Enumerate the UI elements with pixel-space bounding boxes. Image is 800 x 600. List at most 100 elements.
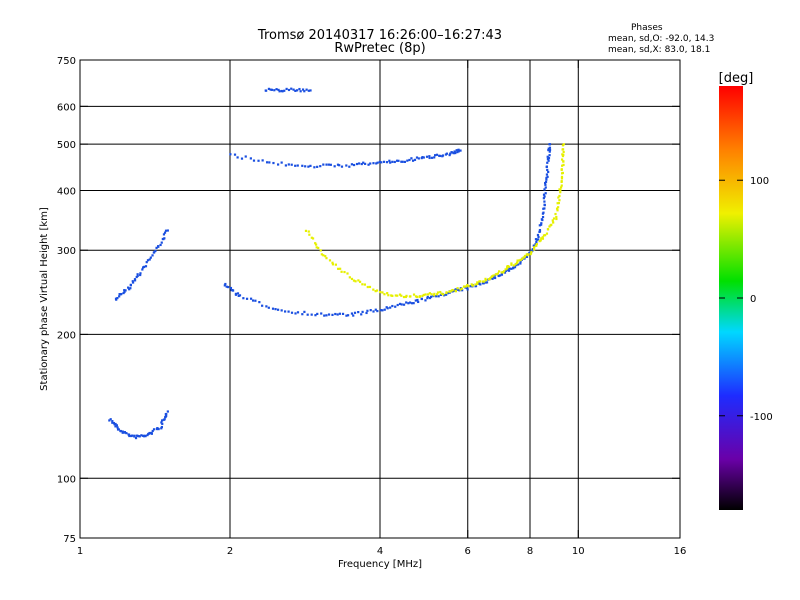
scatter-point bbox=[448, 153, 451, 157]
scatter-point bbox=[402, 295, 406, 299]
scatter-point bbox=[436, 293, 439, 296]
scatter-point bbox=[425, 155, 429, 158]
x-axis-label: Frequency [MHz] bbox=[338, 559, 422, 570]
scatter-point bbox=[304, 165, 307, 168]
scatter-point bbox=[331, 261, 334, 264]
scatter-point bbox=[426, 297, 429, 300]
scatter-point bbox=[562, 143, 565, 146]
scatter-point bbox=[546, 155, 549, 158]
y-tick-label: 500 bbox=[57, 140, 76, 151]
scatter-point bbox=[294, 89, 297, 92]
scatter-point bbox=[280, 309, 283, 312]
scatter-point bbox=[466, 284, 469, 287]
scatter-point bbox=[146, 433, 149, 437]
scatter-point bbox=[476, 282, 479, 285]
scatter-point bbox=[386, 292, 389, 295]
scatter-point bbox=[272, 161, 275, 165]
scatter-point bbox=[554, 212, 557, 216]
scatter-point bbox=[559, 191, 562, 194]
scatter-point bbox=[366, 285, 369, 289]
scatter-point bbox=[229, 153, 232, 156]
scatter-point bbox=[556, 209, 559, 212]
scatter-point bbox=[163, 418, 166, 421]
scatter-point bbox=[412, 293, 416, 296]
scatter-point bbox=[160, 241, 163, 244]
scatter-point bbox=[271, 307, 275, 310]
scatter-point bbox=[433, 292, 436, 295]
scatter-point bbox=[380, 161, 383, 164]
scatter-point bbox=[531, 249, 534, 252]
scatter-point bbox=[369, 309, 372, 312]
scatter-point bbox=[352, 314, 355, 317]
scatter-point bbox=[268, 161, 271, 164]
scatter-point bbox=[328, 259, 332, 262]
scatter-point bbox=[381, 309, 384, 312]
scatter-point bbox=[544, 181, 547, 185]
scatter-point bbox=[275, 88, 278, 91]
scatter-point bbox=[561, 154, 565, 158]
scatter-point bbox=[542, 234, 546, 237]
scatter-point bbox=[145, 261, 148, 264]
scatter-point bbox=[114, 425, 117, 428]
scatter-point bbox=[457, 148, 460, 151]
scatter-point bbox=[388, 159, 391, 162]
scatter-point bbox=[507, 265, 511, 268]
scatter-point bbox=[166, 229, 169, 232]
scatter-point bbox=[290, 163, 293, 166]
scatter-point bbox=[160, 427, 163, 430]
scatter-point bbox=[507, 269, 511, 272]
scatter-point bbox=[541, 237, 545, 240]
chart-title: Tromsø 20140317 16:26:00–16:27:43 bbox=[257, 28, 503, 43]
scatter-point bbox=[354, 280, 357, 283]
scatter-point bbox=[116, 296, 119, 300]
scatter-point bbox=[308, 233, 311, 236]
scatter-point bbox=[128, 433, 131, 436]
x-tick-label: 6 bbox=[465, 546, 471, 557]
scatter-point bbox=[357, 279, 360, 282]
scatter-point bbox=[114, 422, 117, 426]
scatter-point bbox=[301, 164, 304, 167]
scatter-point bbox=[519, 262, 522, 265]
scatter-point bbox=[555, 207, 559, 210]
scatter-point bbox=[131, 281, 135, 284]
scatter-point bbox=[292, 88, 295, 91]
scatter-point bbox=[547, 156, 550, 160]
scatter-point bbox=[545, 176, 548, 179]
scatter-point bbox=[479, 280, 482, 283]
scatter-point bbox=[252, 159, 256, 162]
scatter-point bbox=[555, 217, 558, 221]
y-tick-label: 750 bbox=[57, 56, 76, 67]
scatter-point bbox=[442, 293, 445, 296]
scatter-point bbox=[548, 154, 551, 157]
phase-stats-o-mode: mean, sd,O: -92.0, 14.3 bbox=[608, 34, 715, 44]
scatter-point bbox=[225, 285, 228, 288]
scatter-point bbox=[265, 161, 269, 164]
x-tick-label: 8 bbox=[527, 546, 533, 557]
scatter-point bbox=[148, 258, 151, 261]
scatter-point bbox=[457, 150, 460, 153]
scatter-point bbox=[550, 223, 553, 226]
scatter-point bbox=[543, 195, 546, 198]
scatter-point bbox=[133, 279, 137, 282]
scatter-point bbox=[383, 308, 386, 311]
scatter-point bbox=[535, 243, 539, 246]
scatter-point bbox=[537, 238, 540, 241]
scatter-point bbox=[543, 200, 546, 203]
scatter-point bbox=[331, 313, 334, 316]
scatter-point bbox=[484, 279, 487, 282]
y-axis-label: Stationary phase Virtual Height [km] bbox=[39, 207, 50, 391]
scatter-point bbox=[234, 293, 238, 296]
scatter-point bbox=[552, 217, 556, 220]
scatter-point bbox=[545, 173, 549, 176]
scatter-point bbox=[421, 156, 424, 159]
scatter-point bbox=[372, 288, 375, 291]
scatter-point bbox=[543, 203, 546, 206]
scatter-point bbox=[445, 293, 448, 296]
scatter-point bbox=[365, 311, 368, 315]
scatter-point bbox=[537, 235, 540, 239]
scatter-point bbox=[540, 237, 543, 240]
scatter-point bbox=[482, 280, 486, 283]
scatter-point bbox=[415, 295, 419, 298]
trace-o-1 bbox=[114, 229, 169, 301]
